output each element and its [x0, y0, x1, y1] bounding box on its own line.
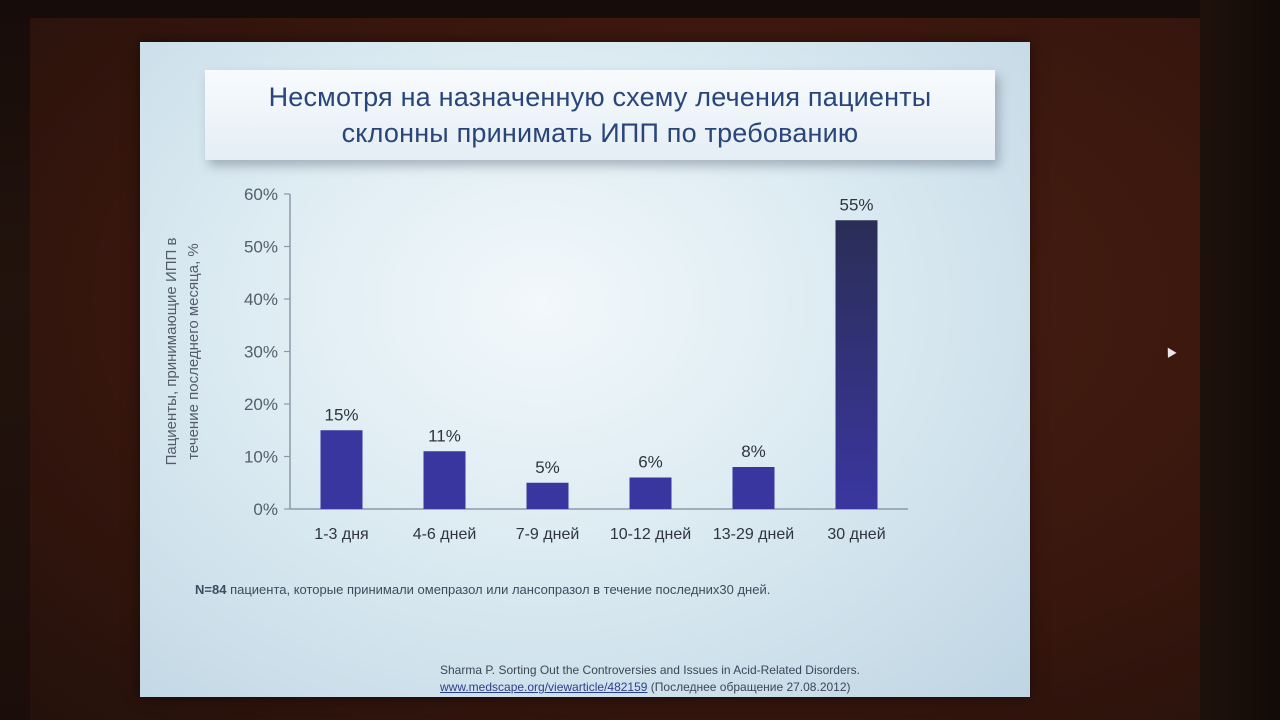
slide-title-line-1: Несмотря на назначенную схему лечения па… — [268, 82, 932, 112]
category-label: 4-6 дней — [413, 526, 477, 543]
sample-size: N=84 — [195, 582, 227, 597]
y-tick-label: 40% — [244, 290, 278, 309]
source-reference: Sharma P. Sorting Out the Controversies … — [440, 663, 860, 677]
bar-chart: 0% 10% 20% 30% 40% 50% 60% Пациенты, принимающи… — [163, 185, 908, 543]
category-label: 10-12 дней — [610, 526, 691, 543]
category-label: 13-29 дней — [713, 526, 794, 543]
slide-title-box: Несмотря на назначенную схему лечения па… — [205, 70, 995, 160]
sample-description: пациента, которые принимали омепразол ил… — [226, 582, 771, 597]
bar — [320, 430, 363, 509]
bar — [423, 451, 466, 509]
bar — [526, 482, 569, 509]
category-label: 7-9 дней — [516, 526, 580, 543]
room-wall — [1200, 0, 1280, 720]
y-tick-label: 0% — [253, 500, 278, 519]
source-access-date: (Последнее обращение 27.08.2012) — [647, 680, 851, 694]
source-link[interactable]: www.medscape.org/viewarticle/482159 — [440, 680, 648, 694]
bar — [835, 220, 878, 509]
sample-note: N=84 пациента, которые принимали омепраз… — [195, 582, 955, 597]
category-label: 1-3 дня — [314, 526, 368, 543]
data-label: 5% — [535, 458, 560, 477]
y-tick-label: 20% — [244, 395, 278, 414]
y-tick-label: 50% — [244, 238, 278, 257]
y-axis-label: Пациенты, принимающие ИПП в — [163, 238, 180, 466]
y-tick-label: 60% — [244, 185, 278, 204]
y-tick-label: 30% — [244, 343, 278, 362]
category-label: 30 дней — [827, 526, 885, 543]
data-label: 55% — [839, 195, 873, 214]
bar — [629, 477, 672, 509]
y-axis-label: течение последнего месяца, % — [185, 243, 202, 460]
presentation-slide: Несмотря на назначенную схему лечения па… — [140, 42, 1030, 697]
data-label: 6% — [638, 453, 663, 472]
data-label: 8% — [741, 442, 766, 461]
bar — [732, 467, 775, 509]
slide-title-line-2: склонны принимать ИПП по требованию — [341, 118, 859, 148]
data-label: 15% — [324, 405, 358, 424]
data-label: 11% — [428, 426, 461, 445]
source-citation: Sharma P. Sorting Out the Controversies … — [440, 662, 1000, 696]
y-tick-label: 10% — [244, 448, 278, 467]
